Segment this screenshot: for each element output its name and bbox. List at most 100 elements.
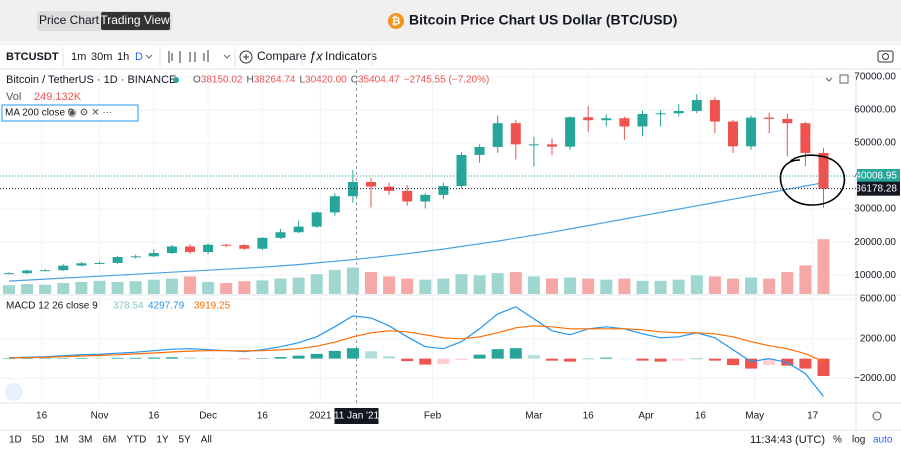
- macd-histogram-bar: [799, 358, 812, 369]
- maximize-icon[interactable]: [839, 74, 849, 84]
- candle-body: [402, 190, 413, 202]
- range-button[interactable]: 6M: [102, 435, 116, 446]
- ma-legend-box[interactable]: [1, 104, 139, 122]
- volume-bar: [708, 276, 721, 294]
- volume-bar: [202, 281, 215, 294]
- snapshot-lens: [882, 53, 889, 60]
- dropdown-icon[interactable]: [223, 54, 231, 59]
- candle-body: [384, 186, 395, 191]
- range-button[interactable]: YTD: [126, 435, 146, 446]
- candle-body: [166, 246, 177, 254]
- ohlc-value: 30420.00: [305, 75, 347, 86]
- scale-option[interactable]: log: [852, 435, 865, 446]
- x-tick-label: Dec: [199, 411, 217, 422]
- volume-bar: [328, 269, 341, 294]
- candle-body: [94, 262, 105, 264]
- candle-body: [185, 246, 195, 253]
- macd-histogram-bar: [75, 357, 88, 359]
- volume-bar: [600, 279, 613, 294]
- legend-ma: MA 200 close 0: [5, 108, 74, 119]
- candle-body: [329, 196, 340, 213]
- x-tick-label: Apr: [638, 411, 654, 422]
- settings-icon[interactable]: [872, 411, 882, 421]
- macd-histogram-bar: [745, 358, 758, 369]
- candle-body: [673, 110, 684, 114]
- y-tick-label: 70000.00: [854, 72, 896, 83]
- volume-bar: [564, 277, 577, 294]
- price-label: 36178.28: [855, 183, 897, 194]
- range-button[interactable]: 5Y: [179, 435, 192, 446]
- macd-histogram-bar: [202, 358, 215, 359]
- compare-icon[interactable]: [239, 50, 253, 64]
- macd-histogram-bar: [129, 357, 142, 359]
- candle-body: [547, 144, 557, 147]
- tab-active-bg: [101, 12, 170, 30]
- symbol[interactable]: BTCUSDT: [6, 51, 59, 63]
- candle-body: [22, 270, 33, 274]
- x-tick-label: 2021: [309, 411, 332, 422]
- candle-body: [691, 100, 702, 111]
- price-label: 40008.95: [855, 171, 897, 182]
- interval[interactable]: 30m: [91, 51, 112, 63]
- tab[interactable]: Price Chart: [39, 13, 100, 27]
- macd-histogram-bar: [238, 358, 251, 360]
- macd-histogram-bar: [582, 358, 595, 360]
- volume-bar: [292, 277, 305, 294]
- legend-macd-hist: 378.54: [113, 301, 144, 312]
- candle-body: [528, 144, 539, 146]
- ohlc-key: C: [351, 75, 358, 86]
- interval[interactable]: D: [135, 51, 143, 63]
- volume-bar: [546, 278, 558, 294]
- live-dot: [173, 77, 179, 83]
- macd-histogram-bar: [817, 358, 830, 377]
- volume-bar: [184, 276, 196, 294]
- y-tick-label: 60000.00: [854, 105, 896, 116]
- ohlc-key: O: [193, 75, 201, 86]
- macd-histogram-bar: [274, 357, 287, 359]
- scale-option[interactable]: %: [833, 435, 842, 446]
- macd-histogram-bar: [455, 358, 468, 361]
- range-button[interactable]: 3M: [79, 435, 93, 446]
- snapshot-icon[interactable]: [877, 50, 894, 63]
- ohlc-value: 35404.47: [358, 75, 400, 86]
- range-button[interactable]: All: [201, 435, 212, 446]
- ohlc-key: H: [247, 75, 254, 86]
- ma-icons[interactable]: ◉ ⚙ ✕ ⋯: [68, 108, 112, 119]
- volume-bar: [310, 274, 323, 294]
- chart-style-icons[interactable]: [168, 50, 209, 63]
- macd-histogram-bar: [21, 358, 34, 359]
- indicators-icon[interactable]: ƒx: [309, 48, 323, 63]
- macd-histogram-bar: [618, 358, 631, 360]
- legend-ohlc: O 38150.02 H 38264.74 L 30420.00 C 35404.47 −274…: [193, 75, 489, 86]
- indicators-button[interactable]: Indicators: [325, 49, 377, 63]
- clock: 11:34:43 (UTC): [750, 434, 825, 446]
- candle-body: [203, 244, 214, 253]
- candle-body: [764, 117, 775, 119]
- interval[interactable]: 1h: [117, 51, 129, 63]
- logo[interactable]: [5, 383, 23, 401]
- dropdown-icon[interactable]: [145, 54, 153, 59]
- ohlc-value: 38264.74: [254, 75, 296, 86]
- macd-histogram-bar: [509, 348, 522, 359]
- candle-body: [565, 117, 576, 147]
- price-label-bg: [857, 169, 900, 184]
- tab[interactable]: Trading View: [100, 13, 170, 27]
- range-button[interactable]: 1D: [9, 435, 22, 446]
- volume-bar: [21, 284, 34, 294]
- range-button[interactable]: 1Y: [156, 435, 169, 446]
- macd-histogram-bar: [546, 358, 558, 361]
- x-tick-label: Nov: [91, 411, 109, 422]
- scale-option[interactable]: auto: [873, 435, 893, 446]
- volume-bar: [727, 278, 739, 294]
- volume-bar: [745, 277, 758, 294]
- collapse-icon[interactable]: [825, 77, 833, 82]
- x-tick-label: 16: [695, 411, 707, 422]
- macd-histogram-bar: [292, 355, 305, 359]
- volume-bar: [636, 280, 649, 294]
- range-button[interactable]: 1M: [55, 435, 69, 446]
- range-button[interactable]: 5D: [32, 435, 45, 446]
- candle-body: [40, 270, 51, 272]
- interval[interactable]: 1m: [71, 51, 86, 63]
- candle-body: [239, 245, 250, 249]
- compare-button[interactable]: Compare: [257, 49, 307, 63]
